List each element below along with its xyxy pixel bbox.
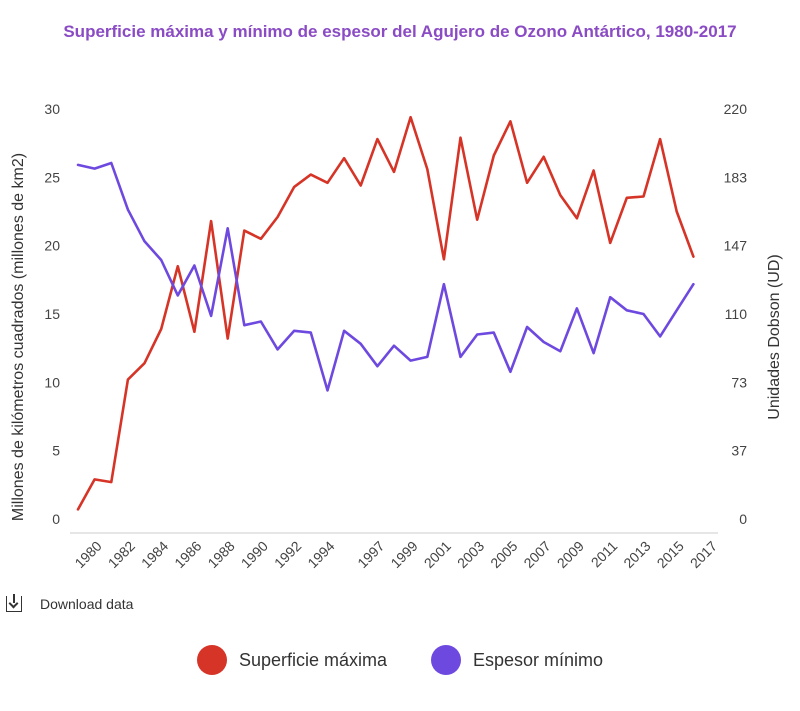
x-tick-label: 2007 <box>520 538 553 571</box>
legend-dot <box>196 645 227 675</box>
series-layer <box>76 115 695 511</box>
download-icon <box>6 594 22 612</box>
x-tick-label: 1984 <box>138 538 171 571</box>
chart-title: Superficie máxima y mínimo de espesor de… <box>63 22 737 41</box>
x-tick-label: 2015 <box>654 538 687 571</box>
right-tick-label: 220 <box>724 101 748 117</box>
x-tick-label: 1994 <box>304 538 337 571</box>
right-tick-label: 183 <box>724 169 748 185</box>
x-tick-label: 2009 <box>554 538 587 571</box>
x-tick-label: 1997 <box>354 538 387 571</box>
legend-label: Superficie máxima <box>238 649 387 670</box>
x-tick-label: 1990 <box>238 538 271 571</box>
x-axis-ticks: 1980 1982 1984 1986 1988 1990 1992 1994 1997 1999… <box>71 538 720 571</box>
left-tick-label: 25 <box>44 169 60 185</box>
x-tick-label: 2001 <box>421 538 454 571</box>
series-line-superficie <box>76 115 695 511</box>
x-tick-label: 2013 <box>620 538 653 571</box>
right-tick-label: 73 <box>731 374 747 390</box>
left-tick-label: 15 <box>44 306 60 322</box>
x-tick-label: 1988 <box>204 538 237 571</box>
left-axis-title: Millones de kilómetros cuadrados (millon… <box>10 153 27 521</box>
x-tick-label: 1986 <box>171 538 204 571</box>
left-tick-label: 30 <box>44 101 60 117</box>
series-line-espesor <box>76 161 695 392</box>
x-tick-label: 2011 <box>588 538 621 571</box>
download-data-button[interactable]: Download data <box>6 594 134 612</box>
left-axis-ticks: 30 25 20 15 10 5 0 <box>44 101 60 527</box>
x-tick-label: 1992 <box>271 538 304 571</box>
legend-label: Espesor mínimo <box>473 649 604 670</box>
legend: Superficie máxima Espesor mínimo <box>0 645 800 675</box>
x-tick-label: 1999 <box>387 538 420 571</box>
legend-item-superficie[interactable]: Superficie máxima <box>196 645 387 675</box>
right-tick-label: 110 <box>725 306 748 322</box>
right-tick-label: 147 <box>724 238 748 254</box>
x-tick-label: 1982 <box>105 538 138 571</box>
legend-dot <box>431 645 461 675</box>
x-tick-label: 2017 <box>687 538 720 571</box>
left-tick-label: 5 <box>52 443 60 459</box>
right-tick-label: 0 <box>739 511 747 527</box>
left-tick-label: 20 <box>44 238 60 254</box>
x-tick-label: 2003 <box>454 538 487 571</box>
download-label: Download data <box>40 596 134 612</box>
legend-item-espesor[interactable]: Espesor mínimo <box>431 645 603 675</box>
right-tick-label: 37 <box>731 443 747 459</box>
right-axis-title: Unidades Dobson (UD) <box>766 254 783 419</box>
x-tick-label: 2005 <box>487 538 520 571</box>
x-tick-label: 1980 <box>71 538 104 571</box>
left-tick-label: 10 <box>44 374 60 390</box>
left-tick-label: 0 <box>52 511 60 527</box>
right-axis-ticks: 220 183 147 110 73 37 0 <box>724 101 748 527</box>
